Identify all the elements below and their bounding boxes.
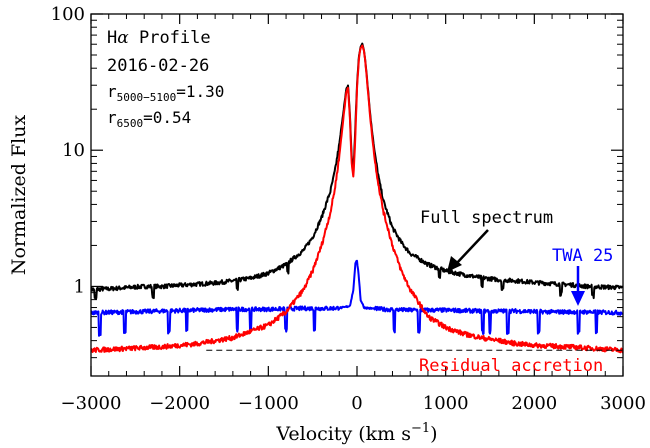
ticks-layer: −3000 −2000 −1000 0 1000 2000 3000 1 10 100 [51,4,646,414]
full-spectrum-label: Full spectrum [420,208,553,228]
residual-label: Residual accretion [419,356,603,376]
y-tick-label: 100 [51,4,85,25]
y-tick-label: 10 [62,140,85,161]
x-axis-title-main: Velocity (km s [275,423,411,445]
series-residual [91,44,623,354]
x-axis-title-close: ) [430,423,437,445]
full-spectrum-arrow [455,229,489,265]
x-tick-label: −2000 [149,393,210,414]
x-tick-label: 1000 [423,393,469,414]
x-tick-label: 3000 [600,393,646,414]
x-tick-label: 2000 [511,393,557,414]
date-label: 2016-02-26 [107,56,209,76]
series-layer [91,42,623,354]
twa25-label: TWA 25 [552,246,613,266]
twa25-arrowhead [571,291,585,306]
full-spectrum-arrowhead [447,256,462,272]
x-tick-label: −1000 [238,393,299,414]
y-tick-label: 1 [74,276,85,297]
y-axis-title: Normalized Flux [8,115,30,276]
alpha-symbol: α [117,28,129,48]
x-axis-title-sup: −1 [411,421,430,436]
x-tick-label: −3000 [61,393,122,414]
x-axis-title: Velocity (km s−1) [275,421,437,445]
x-tick-label: 0 [351,393,362,414]
profile-label: Hα Profile [107,28,211,48]
series-template [91,259,623,337]
r2-label: r6500=0.54 [107,108,191,130]
r1-label: r5000−5100=1.30 [107,82,224,104]
